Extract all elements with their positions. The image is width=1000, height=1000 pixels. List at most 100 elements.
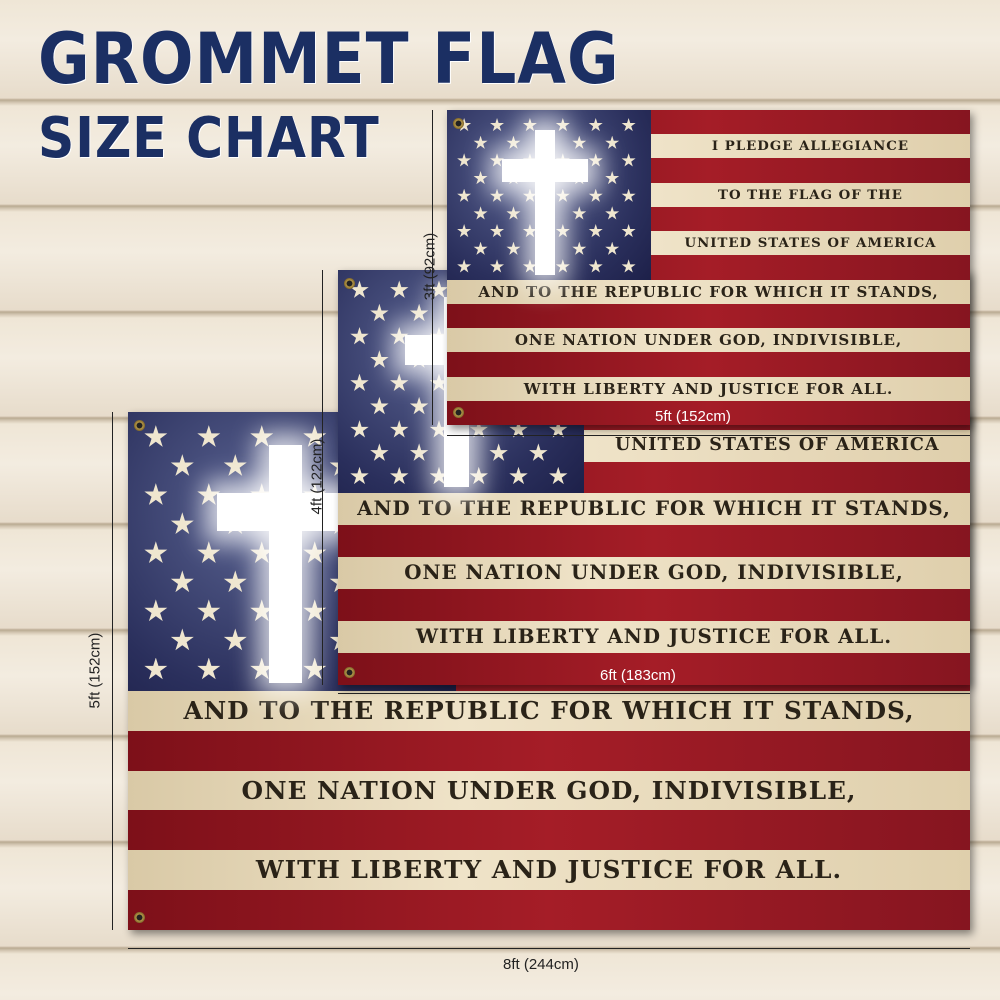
cross-vertical-bar (534, 130, 556, 275)
star-icon (457, 223, 472, 238)
star-icon (144, 541, 168, 564)
star-icon (170, 512, 194, 534)
red-stripe (338, 525, 970, 558)
width-arrow-large (128, 948, 970, 949)
star-icon (170, 570, 194, 593)
white-stripe (338, 621, 970, 654)
star-icon (605, 206, 620, 220)
star-icon (509, 466, 528, 485)
red-stripe (338, 653, 970, 685)
star-icon (588, 117, 603, 132)
cross-vertical-bar (269, 445, 303, 683)
height-arrow-medium (322, 270, 323, 685)
pledge-line: WITH LIBERTY AND JUSTICE FOR ALL. (415, 624, 893, 649)
star-icon (457, 259, 472, 273)
star-icon (144, 657, 168, 680)
star-icon (588, 223, 603, 238)
white-stripe (338, 557, 970, 590)
height-label-large: 5ft (152cm) (86, 632, 104, 709)
pledge-line: AND TO THE REPUBLIC FOR WHICH IT STANDS, (478, 282, 939, 301)
flag-small-3x5: I PLEDGE ALLEGIANCE TO THE FLAG OF THE UNI… (447, 110, 970, 425)
grommet-icon (134, 912, 145, 923)
star-icon (144, 483, 168, 505)
star-icon (370, 350, 389, 368)
width-label-medium: 6ft (183cm) (600, 667, 676, 684)
height-arrow-small (432, 110, 433, 425)
star-icon (605, 135, 620, 149)
star-icon (370, 396, 389, 415)
pledge-line: WITH LIBERTY AND JUSTICE FOR ALL. (523, 379, 894, 398)
pledge-line: UNITED STATES OF AMERICA (684, 235, 937, 252)
title-line-2: SIZE CHART (38, 106, 380, 171)
pledge-line: WITH LIBERTY AND JUSTICE FOR ALL. (255, 855, 843, 885)
star-icon (144, 425, 168, 447)
width-arrow-small (447, 435, 970, 436)
star-canton (447, 110, 651, 280)
white-stripe (128, 770, 970, 811)
pledge-line: I PLEDGE ALLEGIANCE (711, 138, 910, 155)
width-label-small: 5ft (152cm) (655, 408, 731, 425)
star-icon (621, 188, 636, 202)
pledge-line: ONE NATION UNDER GOD, INDIVISIBLE, (241, 775, 857, 805)
star-icon (350, 327, 369, 345)
white-stripe (447, 279, 970, 305)
pledge-line: ONE NATION UNDER GOD, INDIVISIBLE, (514, 331, 903, 350)
star-icon (473, 170, 488, 185)
red-stripe (447, 400, 970, 425)
star-icon (170, 454, 194, 476)
grommet-icon (134, 420, 145, 431)
star-icon (621, 259, 636, 273)
height-label-small: 3ft (92cm) (421, 232, 439, 301)
star-icon (350, 420, 369, 438)
red-stripe (338, 589, 970, 622)
pledge-line: ONE NATION UNDER GOD, INDIVISIBLE, (404, 560, 904, 585)
grommet-icon (344, 667, 355, 678)
star-icon (350, 373, 369, 391)
star-icon (588, 259, 603, 273)
red-stripe (128, 810, 970, 851)
pledge-line: AND TO THE REPUBLIC FOR WHICH IT STANDS, (357, 496, 951, 521)
width-arrow-medium (338, 693, 970, 694)
grommet-icon (453, 118, 464, 129)
white-stripe (338, 493, 970, 526)
star-icon (605, 170, 620, 185)
star-icon (588, 153, 603, 167)
star-icon (370, 303, 389, 322)
star-icon (170, 628, 194, 651)
star-icon (621, 117, 636, 132)
white-stripe (447, 328, 970, 353)
pledge-line: AND TO THE REPUBLIC FOR WHICH IT STANDS, (183, 695, 915, 725)
star-icon (350, 466, 369, 485)
star-icon (473, 135, 488, 149)
white-stripe (128, 690, 970, 732)
height-label-medium: 4ft (122cm) (308, 438, 326, 515)
title-line-1: GROMMET FLAG (38, 18, 620, 100)
star-icon (473, 206, 488, 220)
star-icon (529, 443, 548, 461)
red-stripe (128, 890, 970, 930)
red-stripe (128, 730, 970, 772)
star-icon (370, 443, 389, 461)
grommet-icon (344, 278, 355, 289)
star-icon (457, 153, 472, 167)
height-arrow-large (112, 412, 113, 930)
red-stripe (447, 303, 970, 329)
cross-horizontal-bar (502, 159, 588, 183)
pledge-line: TO THE FLAG OF THE (718, 186, 903, 203)
cross-icon (502, 130, 588, 275)
star-icon (457, 188, 472, 202)
star-icon (588, 188, 603, 202)
star-icon (473, 241, 488, 255)
width-label-large: 8ft (244cm) (503, 956, 579, 973)
star-icon (621, 223, 636, 238)
white-stripe (128, 850, 970, 891)
grommet-icon (453, 407, 464, 418)
red-stripe (447, 352, 970, 378)
star-icon (549, 466, 568, 485)
cross-icon (216, 445, 355, 683)
star-icon (621, 153, 636, 167)
star-icon (144, 599, 168, 622)
white-stripe (447, 376, 970, 402)
pledge-line: UNITED STATES OF AMERICA (614, 434, 940, 455)
cross-horizontal-bar (216, 492, 355, 531)
